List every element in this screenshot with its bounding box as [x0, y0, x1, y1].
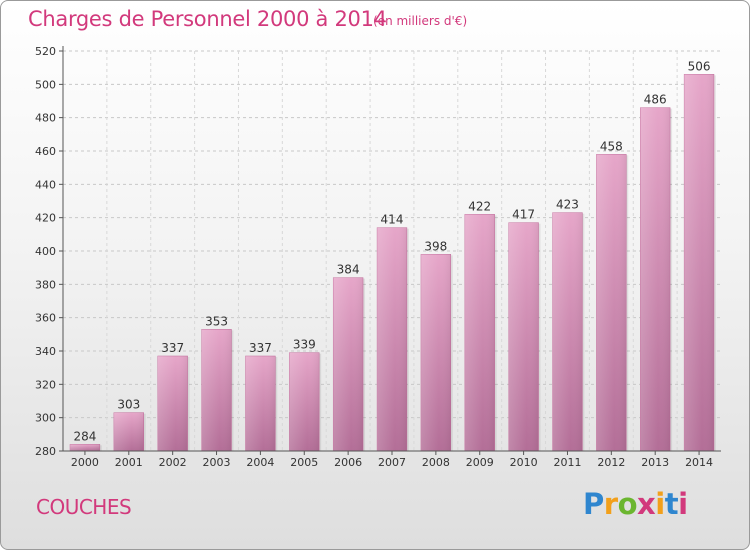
x-tick-label: 2005 — [290, 456, 318, 469]
logo-letter: o — [617, 487, 638, 521]
bar-sheen — [640, 107, 671, 452]
y-tick-label: 400 — [35, 245, 56, 258]
bar-value-label: 284 — [73, 429, 96, 443]
bar-sheen — [113, 412, 144, 451]
x-tick-label: 2008 — [422, 456, 450, 469]
y-tick-label: 460 — [35, 145, 56, 158]
x-tick-label: 2001 — [115, 456, 143, 469]
x-tick-label: 2003 — [203, 456, 231, 469]
bar-sheen — [464, 214, 495, 451]
y-tick-label: 380 — [35, 278, 56, 291]
bar-sheen — [552, 212, 583, 451]
x-tick-label: 2002 — [159, 456, 187, 469]
logo-letter: x — [637, 487, 656, 521]
y-tick-label: 300 — [35, 412, 56, 425]
y-tick-label: 360 — [35, 312, 56, 325]
logo-letter: i — [678, 487, 688, 521]
y-tick-label: 500 — [35, 78, 56, 91]
bar-sheen — [245, 356, 276, 451]
y-tick-label: 520 — [35, 45, 56, 58]
bar-sheen — [201, 329, 232, 451]
bar-value-label: 337 — [249, 341, 272, 355]
bar-value-label: 303 — [117, 398, 140, 412]
y-tick-label: 480 — [35, 112, 56, 125]
x-tick-label: 2004 — [246, 456, 274, 469]
bar-value-label: 417 — [512, 208, 535, 222]
bar-sheen — [289, 352, 320, 451]
y-tick-label: 340 — [35, 345, 56, 358]
bar-sheen — [333, 277, 364, 451]
bar-sheen — [377, 227, 407, 451]
bar-sheen — [684, 74, 714, 451]
y-tick-label: 320 — [35, 378, 56, 391]
bar-sheen — [508, 222, 539, 451]
y-tick-label: 280 — [35, 445, 56, 458]
logo-letter: t — [664, 487, 679, 521]
logo-letter: P — [583, 487, 604, 521]
x-tick-label: 2006 — [334, 456, 362, 469]
bar-sheen — [157, 356, 188, 451]
bar-value-label: 353 — [205, 314, 228, 328]
x-tick-label: 2012 — [597, 456, 625, 469]
x-tick-label: 2010 — [510, 456, 538, 469]
bar-value-label: 384 — [337, 263, 360, 277]
x-tick-label: 2014 — [685, 456, 713, 469]
bar-sheen — [596, 154, 627, 452]
commune-name: COUCHES — [36, 495, 132, 519]
chart-title: Charges de Personnel 2000 à 2014 — [28, 7, 387, 31]
bar-value-label: 337 — [161, 341, 184, 355]
bar-value-label: 458 — [600, 139, 623, 153]
x-tick-label: 2009 — [466, 456, 494, 469]
bar-value-label: 423 — [556, 198, 579, 212]
bar-value-label: 414 — [381, 213, 404, 227]
bar-sheen — [70, 444, 100, 451]
x-tick-label: 2007 — [378, 456, 406, 469]
bar-value-label: 398 — [424, 239, 447, 253]
x-tick-label: 2013 — [641, 456, 669, 469]
x-tick-label: 2011 — [553, 456, 581, 469]
logo-letter: r — [603, 487, 618, 521]
proxiti-logo: Proxiti — [583, 487, 688, 521]
chart-subtitle: (en milliers d'€) — [373, 14, 468, 28]
y-tick-label: 440 — [35, 178, 56, 191]
y-tick-label: 420 — [35, 212, 56, 225]
logo-letter: i — [655, 487, 665, 521]
bar-value-label: 486 — [644, 93, 667, 107]
bar-sheen — [420, 254, 451, 451]
bar-value-label: 506 — [688, 59, 711, 73]
x-tick-label: 2000 — [71, 456, 99, 469]
bar-value-label: 422 — [468, 199, 491, 213]
bar-value-label: 339 — [293, 338, 316, 352]
axes: 280 300 320 340 360 380 400 420 440 460 480 500 520 2… — [35, 45, 721, 469]
